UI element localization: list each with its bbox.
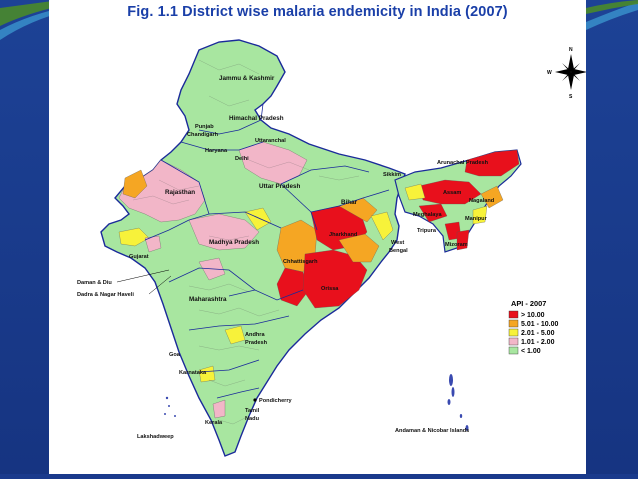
leader-daman: [116, 269, 170, 283]
manipur-yellow: [472, 205, 488, 225]
label-jharkhand: Jharkhand: [329, 232, 358, 238]
mizoram-red: [456, 229, 470, 251]
right-background-band: [583, 0, 638, 479]
label-nagaland: Nagaland: [469, 198, 495, 204]
label-mizoram: Mizoram: [445, 242, 468, 248]
compass-rose-icon: N S W E: [547, 47, 586, 100]
label-haryana: Haryana: [205, 148, 228, 154]
label-goa: Goa: [169, 352, 181, 358]
label-west-bengal-1: West: [391, 240, 404, 246]
label-sikkim: Sikkim: [383, 172, 401, 178]
legend: API - 2007 > 10.00 5.01 - 10.00 2.01 - 5…: [508, 299, 558, 355]
rajasthan-yellow: [122, 169, 148, 199]
arunachal-red: [464, 149, 520, 177]
legend-label-5: < 1.00: [521, 348, 541, 355]
orissa-red: [302, 249, 368, 309]
andhra-yellow: [224, 325, 246, 345]
nagaland-orange: [480, 185, 504, 209]
orissa-orange: [338, 233, 380, 263]
legend-swatch-3: [508, 328, 519, 337]
karnataka-yellow: [198, 365, 216, 383]
bottom-strip: [0, 474, 638, 479]
compass-s: S: [569, 94, 573, 100]
legend-label-1: > 10.00: [521, 312, 545, 319]
label-kerala: Kerala: [205, 420, 223, 426]
label-uttaranchal: Uttaranchal: [255, 138, 286, 144]
mp-yellow: [244, 207, 272, 231]
india-map: Jammu & Kashmir Himachal Pradesh Punjab …: [77, 39, 586, 457]
label-assam: Assam: [443, 190, 461, 196]
label-uttar-pradesh: Uttar Pradesh: [259, 183, 300, 190]
leader-dadra: [148, 275, 172, 295]
label-orissa: Orissa: [321, 286, 339, 292]
india-mainland: [100, 39, 406, 457]
compass-w: W: [547, 70, 552, 76]
label-delhi: Delhi: [235, 156, 249, 162]
legend-label-2: 5.01 - 10.00: [521, 321, 558, 328]
label-karnataka: Karnataka: [179, 370, 207, 376]
gujarat-yellow: [118, 227, 150, 247]
meghalaya-red: [418, 203, 448, 223]
label-andhra-2: Pradesh: [245, 340, 268, 346]
left-background-band: [0, 0, 50, 479]
legend-swatch-4: [508, 337, 519, 346]
rajasthan-region: [118, 159, 206, 223]
assam-red: [418, 179, 482, 205]
label-meghalaya: Meghalaya: [413, 212, 442, 218]
label-jammu-kashmir: Jammu & Kashmir: [219, 75, 275, 82]
label-tripura: Tripura: [417, 228, 437, 234]
label-bihar: Bihar: [341, 199, 358, 206]
label-dadra: Dadra & Nagar Haveli: [77, 292, 134, 298]
label-chhattisgarh: Chhattisgarh: [283, 259, 318, 265]
andaman-islands: [447, 374, 469, 431]
legend-label-3: 2.01 - 5.00: [521, 330, 555, 337]
figure-title: Fig. 1.1 District wise malaria endemicit…: [127, 4, 508, 20]
kerala-pink: [212, 399, 226, 419]
label-punjab: Punjab: [195, 124, 214, 130]
label-himachal: Himachal Pradesh: [229, 115, 284, 122]
map-panel: Fig. 1.1 District wise malaria endemicit…: [49, 0, 586, 479]
legend-title: API - 2007: [511, 299, 546, 308]
label-west-bengal-2: Bengal: [389, 248, 408, 254]
label-chandigarh: Chandigarh: [187, 132, 219, 138]
district-borders: [132, 59, 360, 425]
label-tamil-2: Nadu: [245, 416, 260, 422]
gujarat-pink: [144, 235, 162, 253]
compass-n: N: [569, 47, 573, 53]
assam-yellow: [404, 183, 426, 201]
mp-pink: [188, 213, 260, 251]
legend-swatch-2: [508, 319, 519, 328]
wb-yellow: [370, 211, 394, 241]
label-gujarat: Gujarat: [129, 254, 149, 260]
legend-swatch-1: [508, 310, 519, 319]
label-tamil-1: Tamil: [245, 408, 260, 414]
legend-label-4: 1.01 - 2.00: [521, 339, 555, 346]
legend-swatch-5: [508, 346, 519, 355]
label-manipur: Manipur: [465, 216, 488, 222]
label-andhra-1: Andhra: [245, 332, 265, 338]
lakshadweep-islands: [164, 396, 176, 417]
state-borders: [144, 103, 390, 399]
label-andaman: Andaman & Nicobar Islands: [395, 428, 469, 434]
pondicherry-marker: [253, 398, 257, 402]
label-rajasthan: Rajasthan: [165, 189, 195, 196]
label-pondicherry: Pondicherry: [259, 398, 293, 404]
label-daman-diu: Daman & Diu: [77, 280, 112, 286]
label-arunachal: Arunachal Pradesh: [437, 160, 489, 166]
label-madhya-pradesh: Madhya Pradesh: [209, 239, 259, 246]
label-lakshadweep: Lakshadweep: [137, 434, 174, 440]
label-maharashtra: Maharashtra: [189, 296, 227, 303]
